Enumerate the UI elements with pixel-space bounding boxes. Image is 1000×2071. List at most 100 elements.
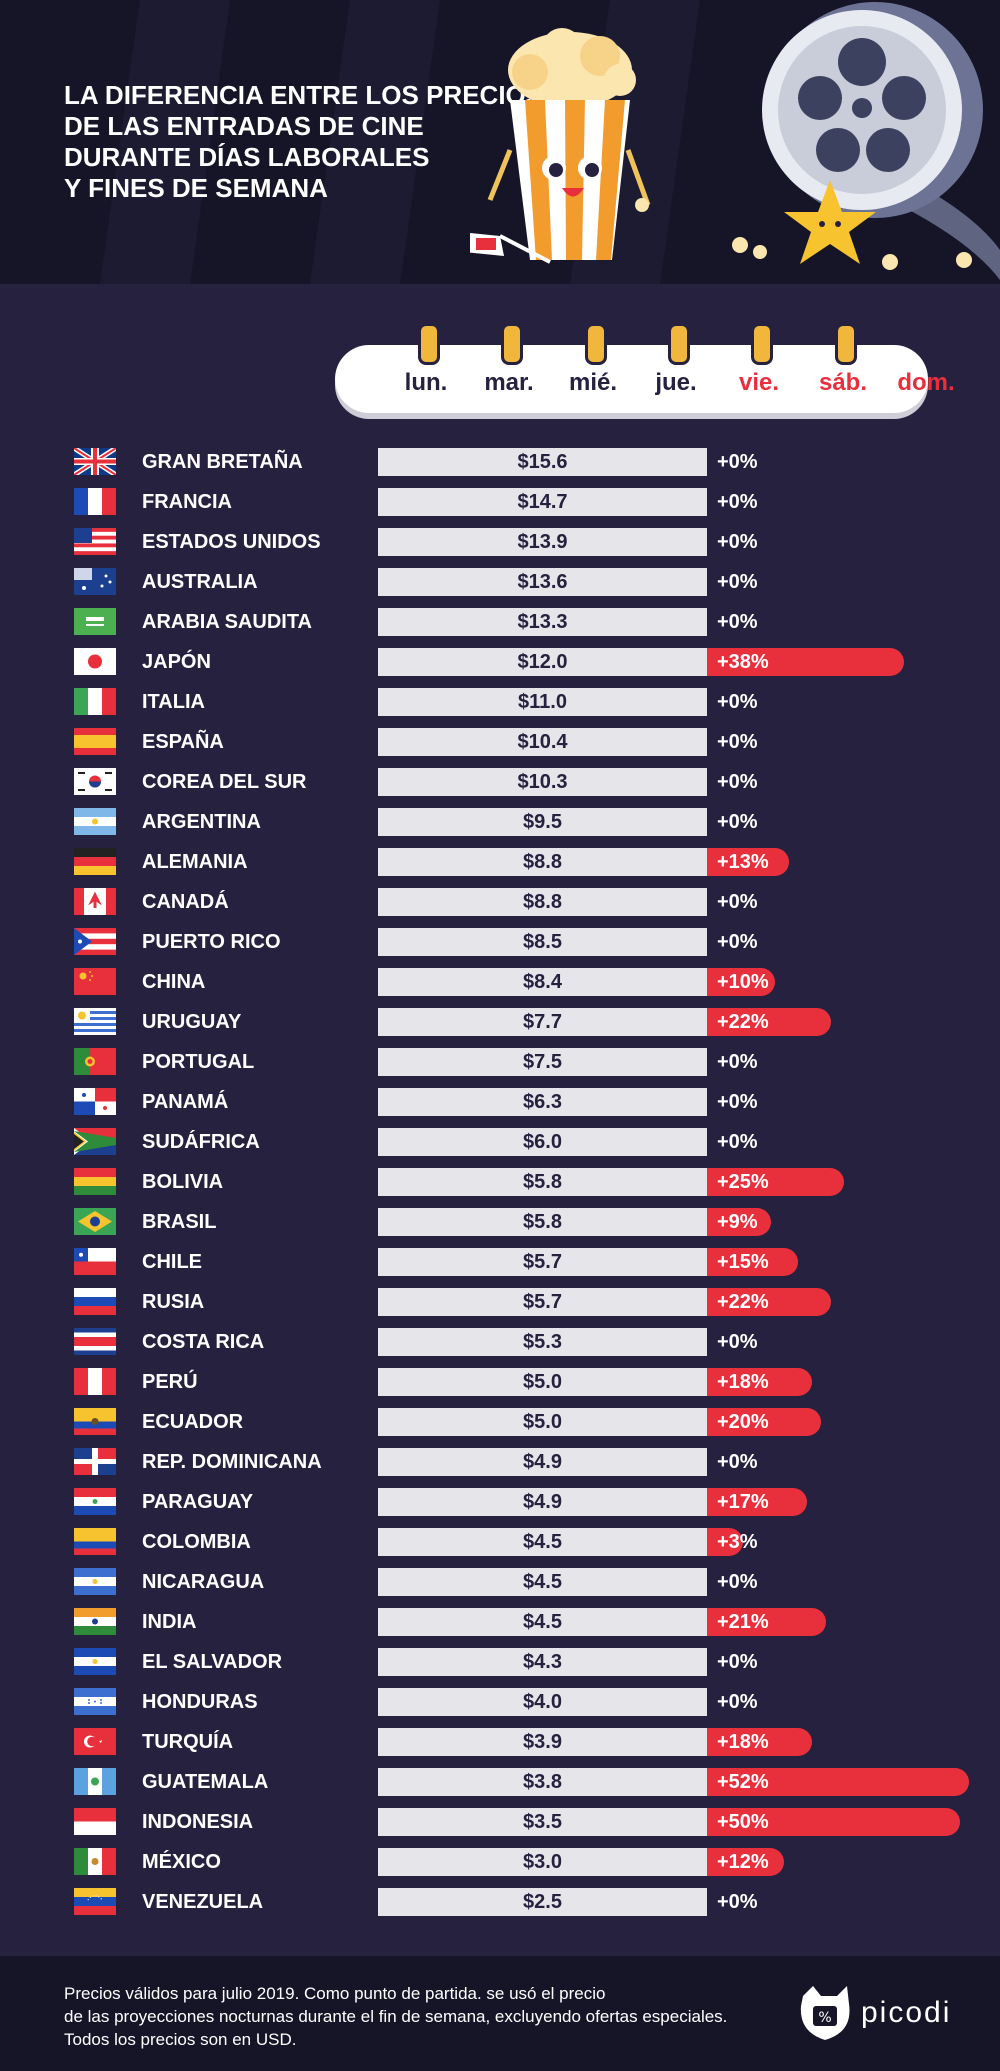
weekend-increase-bar [707,1848,784,1876]
price-label: $4.5 [523,1611,562,1633]
flag-cl-icon [74,1248,116,1275]
price-bar [378,728,707,756]
price-label: $4.0 [523,1691,562,1713]
price-bar [378,1608,707,1636]
price-label: $5.7 [523,1291,562,1313]
weekend-increase-label: +20% [717,1411,769,1433]
price-label: $10.4 [517,731,568,753]
flag-pa-icon [74,1088,116,1115]
category-label: ARABIA SAUDITA [142,611,312,633]
flag-pt-icon [74,1048,116,1075]
weekend-increase-label: +0% [717,731,758,753]
calendar-ring [501,323,523,365]
brand-logo: % picodi [795,1982,975,2044]
price-label: $5.8 [523,1171,562,1193]
price-bar [378,1848,707,1876]
weekend-increase-label: +22% [717,1291,769,1313]
price-bar [378,888,707,916]
category-label: COSTA RICA [142,1331,265,1353]
footnote-line: Todos los precios son en USD. [64,2030,297,2049]
weekend-increase-bar [707,1168,844,1196]
brand-name: picodi [861,1996,952,2029]
category-label: INDONESIA [142,1811,254,1833]
price-label: $14.7 [517,491,568,513]
price-label: $4.9 [523,1491,562,1513]
title-line: DE LAS ENTRADAS DE CINE [64,111,424,141]
price-label: $3.0 [523,1851,562,1873]
category-label: SUDÁFRICA [142,1131,260,1153]
flag-co-icon [74,1528,116,1555]
popcorn-kernels [635,198,972,270]
day-wed: mié. [568,369,618,396]
weekend-increase-label: +0% [717,531,758,553]
price-bar [378,608,707,636]
category-label: GUATEMALA [142,1771,269,1793]
flag-bo-icon [74,1168,116,1195]
category-label: ESPAÑA [142,731,224,753]
flag-it-icon [74,688,116,715]
price-bar [378,1248,707,1276]
price-label: $4.3 [523,1651,562,1673]
title-line: LA DIFERENCIA ENTRE LOS PRECIOS [64,80,544,110]
weekend-increase-bar [707,1608,826,1636]
price-bar [378,1008,707,1036]
category-label: BOLIVIA [142,1171,224,1193]
flag-ec-icon [74,1408,116,1435]
category-label: BRASIL [142,1211,217,1233]
star-icon [784,180,876,264]
footnote-line: Precios válidos para julio 2019. Como pu… [64,1984,606,2003]
weekend-increase-label: +0% [717,1131,758,1153]
price-bar [378,648,707,676]
price-label: $8.4 [523,971,562,993]
flag-au-icon [74,568,116,595]
category-label: ECUADOR [142,1411,244,1433]
flag-gb-icon [74,448,116,475]
calendar-ring [418,323,440,365]
price-bar [378,1488,707,1516]
price-bar [378,528,707,556]
cat-logo-icon: % [800,1986,850,2040]
weekend-increase-label: +0% [717,571,758,593]
category-label: JAPÓN [142,651,211,673]
weekend-increase-label: +15% [717,1251,769,1273]
flag-kr-icon [74,768,116,795]
price-label: $10.3 [517,771,568,793]
price-bar [378,1528,707,1556]
flag-tr-icon [74,1728,116,1755]
weekend-increase-label: +0% [717,1651,758,1673]
category-label: FRANCIA [142,491,232,513]
flag-ru-icon [74,1288,116,1315]
weekend-increase-label: +10% [717,971,769,993]
weekend-increase-label: +0% [717,1571,758,1593]
price-label: $13.3 [517,611,568,633]
calendar-ring [668,323,690,365]
price-label: $15.6 [517,451,568,473]
category-label: EL SALVADOR [142,1651,283,1673]
category-label: ARGENTINA [142,811,261,833]
weekend-increase-label: +0% [717,611,758,633]
price-bar [378,808,707,836]
price-bar [378,1768,707,1796]
weekend-increase-bar [707,1808,960,1836]
flag-br-icon [74,1208,116,1235]
weekend-increase-label: +50% [717,1811,769,1833]
price-bar [378,1568,707,1596]
footnote: Precios válidos para julio 2019. Como pu… [64,1982,804,2051]
category-label: ITALIA [142,691,205,713]
flag-py-icon [74,1488,116,1515]
flag-ar-icon [74,808,116,835]
category-label: TURQUÍA [142,1731,234,1753]
category-label: CANADÁ [142,891,229,913]
price-bar [378,1128,707,1156]
flag-za-icon [74,1128,116,1155]
flag-mx-icon [74,1848,116,1875]
flag-gt-icon [74,1768,116,1795]
price-bar [378,1728,707,1756]
price-bar [378,1208,707,1236]
price-bar [378,1328,707,1356]
calendar-ring [585,323,607,365]
price-label: $2.5 [523,1891,562,1913]
weekend-increase-bar [707,1728,812,1756]
price-label: $11.0 [518,691,567,713]
weekend-increase-label: +17% [717,1491,769,1513]
